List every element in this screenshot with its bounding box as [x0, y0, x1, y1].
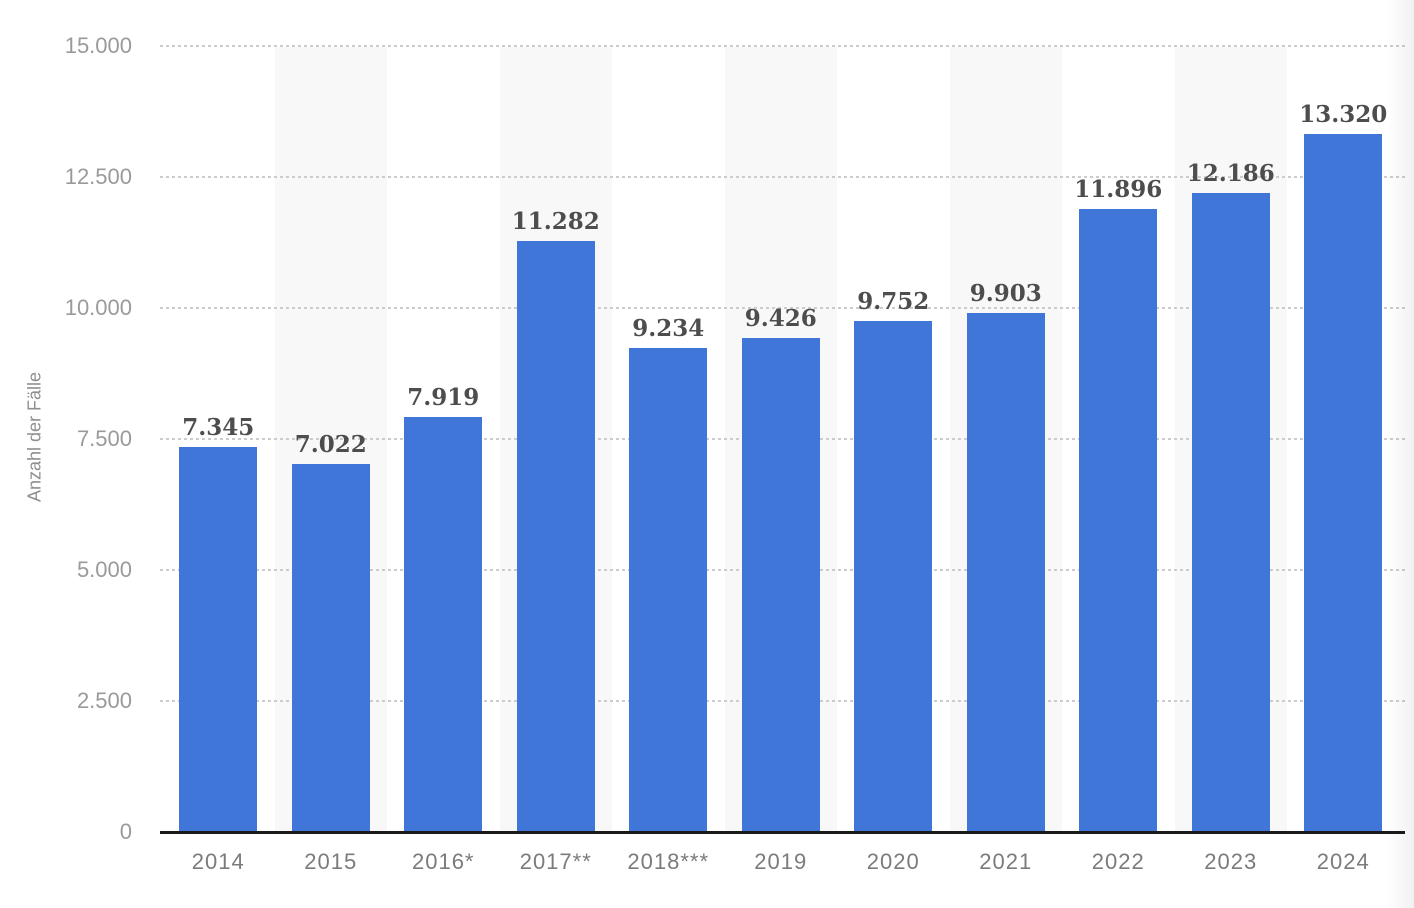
x-axis-label-2016*: 2016* — [411, 849, 475, 874]
bar-2022[interactable] — [1079, 209, 1158, 832]
y-axis-tick-label: 0 — [119, 819, 132, 844]
x-axis-label-2021: 2021 — [979, 849, 1033, 874]
bar-2016*[interactable] — [404, 417, 483, 832]
bar-2014[interactable] — [179, 447, 258, 832]
bar-value-label-2022: 11.896 — [1074, 176, 1163, 203]
bar-value-label-2014: 7.345 — [182, 414, 255, 441]
x-axis-label-2018***: 2018*** — [627, 849, 710, 874]
bar-value-label-2024: 13.320 — [1299, 101, 1388, 128]
bar-value-label-2023: 12.186 — [1186, 160, 1275, 187]
y-axis-tick-label: 12.500 — [64, 164, 132, 189]
gridline-12.500 — [160, 176, 1405, 178]
x-axis-label-2017**: 2017** — [519, 849, 592, 874]
y-axis-tick-label: 7.500 — [76, 426, 132, 451]
bar-2018***[interactable] — [629, 348, 708, 832]
bar-value-label-2017**: 11.282 — [511, 208, 600, 235]
y-axis-tick-label: 10.000 — [64, 295, 132, 320]
bar-2020[interactable] — [854, 321, 933, 832]
bar-value-label-2020: 9.752 — [857, 288, 930, 315]
bar-2017**[interactable] — [516, 241, 595, 832]
x-axis-label-2023: 2023 — [1204, 849, 1258, 874]
bar-2019[interactable] — [741, 338, 820, 832]
x-axis-label-2020: 2020 — [866, 849, 920, 874]
y-axis-tick-label: 2.500 — [76, 688, 132, 713]
right-edge-shading — [1386, 0, 1414, 908]
bar-value-label-2019: 9.426 — [744, 305, 817, 332]
y-axis-tick-label: 5.000 — [76, 557, 132, 582]
bar-value-label-2016*: 7.919 — [407, 384, 480, 411]
gridline-10.000 — [160, 307, 1405, 309]
bar-2015[interactable] — [291, 464, 370, 832]
x-axis-label-2024: 2024 — [1316, 849, 1370, 874]
bar-value-label-2018***: 9.234 — [632, 315, 705, 342]
x-axis-label-2019: 2019 — [754, 849, 808, 874]
x-axis-line — [160, 831, 1405, 834]
bar-2023[interactable] — [1191, 193, 1270, 832]
x-axis-label-2014: 2014 — [191, 849, 245, 874]
x-axis-label-2022: 2022 — [1091, 849, 1145, 874]
bar-value-label-2021: 9.903 — [969, 280, 1042, 307]
x-axis-label-2015: 2015 — [304, 849, 358, 874]
bar-2021[interactable] — [966, 313, 1045, 832]
bar-2024[interactable] — [1304, 134, 1383, 832]
y-axis-tick-label: 15.000 — [64, 33, 132, 58]
gridline-15.000 — [160, 45, 1405, 47]
bar-value-label-2015: 7.022 — [294, 431, 367, 458]
